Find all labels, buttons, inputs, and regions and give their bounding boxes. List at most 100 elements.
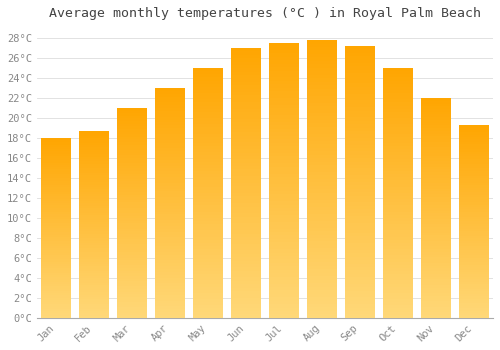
Bar <box>155 215 184 217</box>
Bar <box>307 294 337 297</box>
Bar <box>307 228 337 231</box>
Bar <box>79 161 108 164</box>
Bar <box>79 199 108 201</box>
Bar <box>155 266 184 269</box>
Bar <box>41 246 70 248</box>
Bar <box>193 315 222 318</box>
Bar <box>117 210 146 213</box>
Bar <box>345 182 375 186</box>
Bar <box>459 246 489 248</box>
Bar <box>459 287 489 289</box>
Bar <box>41 219 70 221</box>
Bar <box>231 95 260 99</box>
Bar <box>307 287 337 290</box>
Bar <box>421 241 451 244</box>
Bar <box>79 311 108 313</box>
Bar <box>193 115 222 118</box>
Bar <box>383 315 413 318</box>
Bar <box>79 299 108 301</box>
Bar <box>117 223 146 226</box>
Bar <box>231 220 260 223</box>
Bar <box>345 111 375 114</box>
Bar <box>41 234 70 237</box>
Bar <box>345 274 375 277</box>
Bar <box>79 245 108 248</box>
Bar <box>459 236 489 238</box>
Bar <box>117 132 146 134</box>
Bar <box>383 71 413 74</box>
Bar <box>459 176 489 178</box>
Bar <box>345 284 375 287</box>
Bar <box>421 181 451 183</box>
Bar <box>193 265 222 268</box>
Bar <box>459 152 489 154</box>
Bar <box>79 189 108 192</box>
Bar <box>79 166 108 168</box>
Bar <box>269 263 299 266</box>
Bar <box>383 224 413 227</box>
Bar <box>155 146 184 148</box>
Bar <box>231 190 260 193</box>
Bar <box>117 271 146 273</box>
Bar <box>421 285 451 288</box>
Bar <box>41 178 70 181</box>
Bar <box>383 243 413 246</box>
Bar <box>117 168 146 171</box>
Bar <box>383 193 413 196</box>
Bar <box>459 168 489 171</box>
Bar <box>269 249 299 253</box>
Bar <box>383 162 413 165</box>
Bar <box>307 301 337 304</box>
Bar <box>383 230 413 233</box>
Bar <box>421 230 451 233</box>
Title: Average monthly temperatures (°C ) in Royal Palm Beach: Average monthly temperatures (°C ) in Ro… <box>49 7 481 20</box>
Bar <box>421 159 451 161</box>
Bar <box>459 226 489 229</box>
Bar <box>459 262 489 265</box>
Bar <box>117 273 146 276</box>
Bar <box>269 287 299 290</box>
Bar <box>117 294 146 297</box>
Bar <box>117 181 146 184</box>
Bar <box>269 160 299 163</box>
Bar <box>307 276 337 280</box>
Bar <box>193 168 222 171</box>
Bar <box>269 71 299 74</box>
Bar <box>421 312 451 315</box>
Bar <box>459 193 489 195</box>
Bar <box>79 241 108 243</box>
Bar <box>459 190 489 192</box>
Bar <box>155 269 184 272</box>
Bar <box>307 82 337 85</box>
Bar <box>41 203 70 205</box>
Bar <box>269 126 299 129</box>
Bar <box>345 80 375 83</box>
Bar <box>421 276 451 279</box>
Bar <box>421 194 451 197</box>
Bar <box>459 313 489 315</box>
Bar <box>193 240 222 243</box>
Bar <box>117 300 146 302</box>
Bar <box>41 300 70 302</box>
Bar <box>383 293 413 296</box>
Bar <box>421 266 451 268</box>
Bar <box>383 205 413 209</box>
Bar <box>193 146 222 149</box>
Bar <box>421 134 451 136</box>
Bar <box>193 293 222 296</box>
Bar <box>193 246 222 249</box>
Bar <box>41 273 70 275</box>
Bar <box>307 203 337 207</box>
Bar <box>79 187 108 189</box>
Bar <box>421 271 451 274</box>
Bar <box>269 67 299 71</box>
Bar <box>383 221 413 224</box>
Bar <box>383 143 413 146</box>
Bar <box>307 169 337 172</box>
Bar <box>345 63 375 66</box>
Bar <box>345 189 375 192</box>
Bar <box>117 242 146 244</box>
Bar <box>193 121 222 124</box>
Bar <box>117 171 146 174</box>
Bar <box>155 114 184 117</box>
